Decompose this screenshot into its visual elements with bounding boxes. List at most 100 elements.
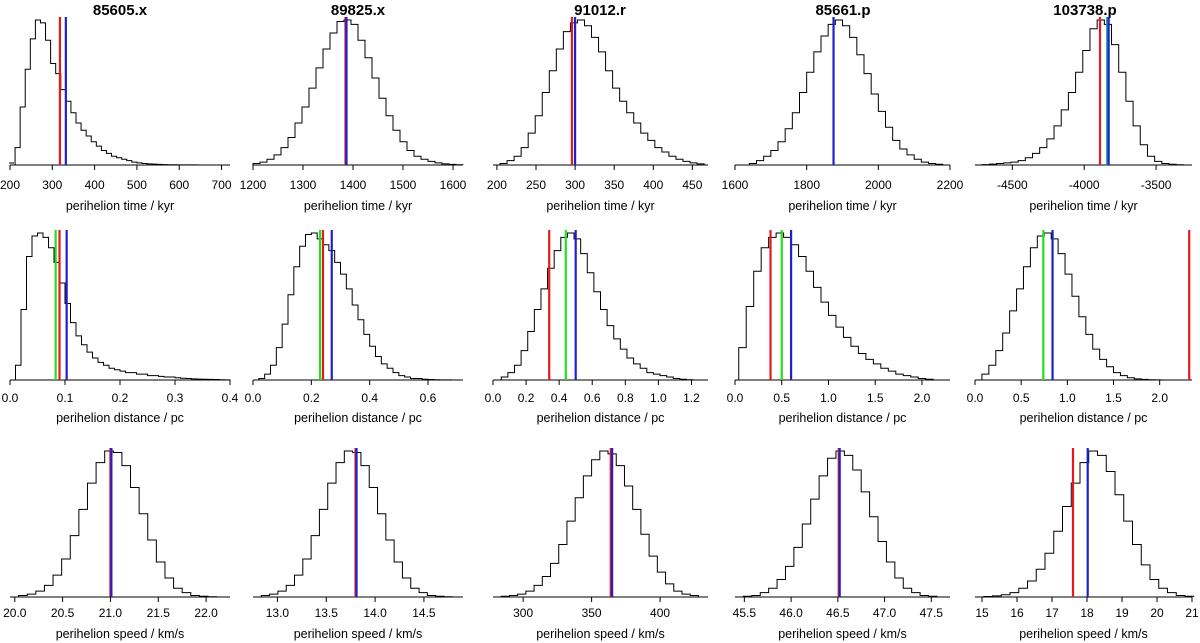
x-tick-label: 45.5 [733, 606, 757, 620]
x-tick-label: 15 [975, 606, 989, 620]
histogram-outline [500, 232, 700, 381]
x-tick-label: 0.0 [485, 391, 502, 405]
x-tick-label: 20.5 [51, 606, 75, 620]
x-tick-label: 0.6 [420, 391, 437, 405]
x-tick-label: 1400 [340, 178, 367, 192]
panel-r3-c2: 13.0 13.5 14.0 14.5 perihelion speed / km/s [253, 448, 463, 641]
x-tick-label: 17 [1045, 606, 1059, 620]
x-axis-title: perihelion speed / km/s [778, 627, 907, 641]
x-tick-label: 2.0 [1151, 391, 1168, 405]
x-tick-label: 200 [0, 178, 20, 192]
x-tick-label: 0.5 [1013, 391, 1030, 405]
histogram-outline [975, 450, 1195, 598]
x-tick-label: 400 [85, 178, 105, 192]
x-tick-label: 21.0 [99, 606, 123, 620]
x-tick-label: 21 [1185, 606, 1199, 620]
histogram-outline [735, 19, 950, 166]
panel-r3-c5: 15 16 17 18 19 20 21 perihelion speed / km/s [975, 448, 1199, 641]
x-tick-label: 0.0 [245, 391, 262, 405]
x-tick-label: 0.4 [551, 391, 568, 405]
x-axis-title: perihelion time / kyr [66, 199, 174, 213]
x-tick-label: 400 [650, 606, 670, 620]
x-tick-label: 1.2 [683, 391, 700, 405]
x-tick-label: 1200 [240, 178, 267, 192]
x-tick-label: 1.5 [1105, 391, 1122, 405]
panel-r1-c4: 1600 1800 2000 2200 perihelion time / kyr [722, 17, 964, 213]
histogram-outline [738, 232, 934, 380]
x-tick-label: 20.0 [3, 606, 27, 620]
x-axis-title: perihelion distance / pc [537, 411, 665, 425]
x-tick-label: 350 [582, 606, 602, 620]
x-tick-label: 1.0 [650, 391, 667, 405]
x-axis-title: perihelion time / kyr [304, 199, 412, 213]
x-tick-label: 0.0 [2, 391, 19, 405]
panel-r2-c4: 0.0 0.5 1.0 1.5 2.0 perihelion distance / pc [727, 230, 950, 425]
x-tick-label: 22.0 [194, 606, 218, 620]
x-tick-label: 350 [604, 178, 624, 192]
x-tick-label: 16 [1010, 606, 1024, 620]
x-tick-label: 19 [1115, 606, 1129, 620]
histogram-outline [493, 19, 705, 166]
histogram-outline [258, 232, 452, 381]
panels-layer: 200 300 400 500 600 700 perihelion time / kyr 1… [0, 17, 1199, 641]
x-tick-label: 300 [42, 178, 62, 192]
x-tick-label: 47.5 [920, 606, 944, 620]
x-tick-label: 14.0 [363, 606, 387, 620]
histogram-outline [10, 450, 226, 598]
panel-r1-c1: 200 300 400 500 600 700 perihelion time / kyr [0, 17, 232, 213]
panel-r2-c1: 0.0 0.1 0.2 0.3 0.4 perihelion distance / pc [2, 230, 239, 425]
histogram-outline [252, 19, 464, 166]
x-tick-label: 2000 [865, 178, 892, 192]
x-tick-label: 14.5 [412, 606, 436, 620]
x-tick-label: 0.6 [584, 391, 601, 405]
x-tick-label: 46.5 [826, 606, 850, 620]
x-tick-label: 0.1 [57, 391, 74, 405]
x-tick-label: 600 [169, 178, 189, 192]
x-tick-label: 500 [127, 178, 147, 192]
histogram-outline [493, 450, 707, 598]
x-tick-label: 250 [526, 178, 546, 192]
histogram-outline [14, 19, 229, 166]
x-tick-label: 13.0 [266, 606, 290, 620]
panel-r1-c3: 200 250 300 350 400 450 perihelion time / kyr [487, 17, 708, 213]
histogram-outline [15, 232, 231, 381]
panel-r2-c3: 0.0 0.2 0.4 0.6 0.8 1.0 1.2 perihelion distance… [485, 230, 708, 425]
x-axis-title: perihelion time / kyr [1029, 199, 1137, 213]
x-axis-title: perihelion speed / km/s [56, 627, 185, 641]
x-tick-label: 13.5 [315, 606, 339, 620]
x-tick-label: 300 [565, 178, 585, 192]
panel-r2-c2: 0.0 0.2 0.4 0.6 perihelion distance / pc [245, 230, 463, 425]
x-tick-label: 0.2 [303, 391, 320, 405]
x-tick-label: 2200 [937, 178, 964, 192]
x-tick-label: 0.0 [727, 391, 744, 405]
x-tick-label: 300 [513, 606, 533, 620]
x-tick-label: 450 [682, 178, 702, 192]
panel-r3-c4: 45.5 46.0 46.5 47.0 47.5 perihelion speed / k… [733, 448, 950, 641]
x-tick-label: 2.0 [914, 391, 931, 405]
x-tick-label: 1600 [440, 178, 467, 192]
x-tick-label: 1.0 [1059, 391, 1076, 405]
column-title-4: 85661.p [815, 2, 870, 19]
x-tick-label: 0.2 [518, 391, 535, 405]
x-tick-label: 700 [212, 178, 232, 192]
x-tick-label: 0.4 [361, 391, 378, 405]
x-tick-label: 400 [643, 178, 663, 192]
column-title-3: 91012.r [574, 2, 626, 19]
x-tick-label: -3500 [1141, 178, 1172, 192]
x-axis-title: perihelion distance / pc [1020, 411, 1148, 425]
x-tick-label: 20 [1150, 606, 1164, 620]
x-axis-title: perihelion time / kyr [546, 199, 654, 213]
x-axis-title: perihelion distance / pc [294, 411, 422, 425]
x-tick-label: 0.4 [222, 391, 239, 405]
column-titles: 85605.x 89825.x 91012.r 85661.p 103738.p [93, 2, 1117, 19]
histogram-outline [975, 19, 1191, 166]
x-axis-title: perihelion distance / pc [779, 411, 907, 425]
panel-r3-c1: 20.0 20.5 21.0 21.5 22.0 perihelion speed / k… [3, 448, 230, 641]
x-tick-label: 1.5 [867, 391, 884, 405]
x-tick-label: 0.0 [967, 391, 984, 405]
x-tick-label: 1500 [390, 178, 417, 192]
x-tick-label: -4500 [997, 178, 1028, 192]
x-tick-label: 46.0 [779, 606, 803, 620]
x-axis-title: perihelion speed / km/s [536, 627, 665, 641]
x-tick-label: 47.0 [873, 606, 897, 620]
